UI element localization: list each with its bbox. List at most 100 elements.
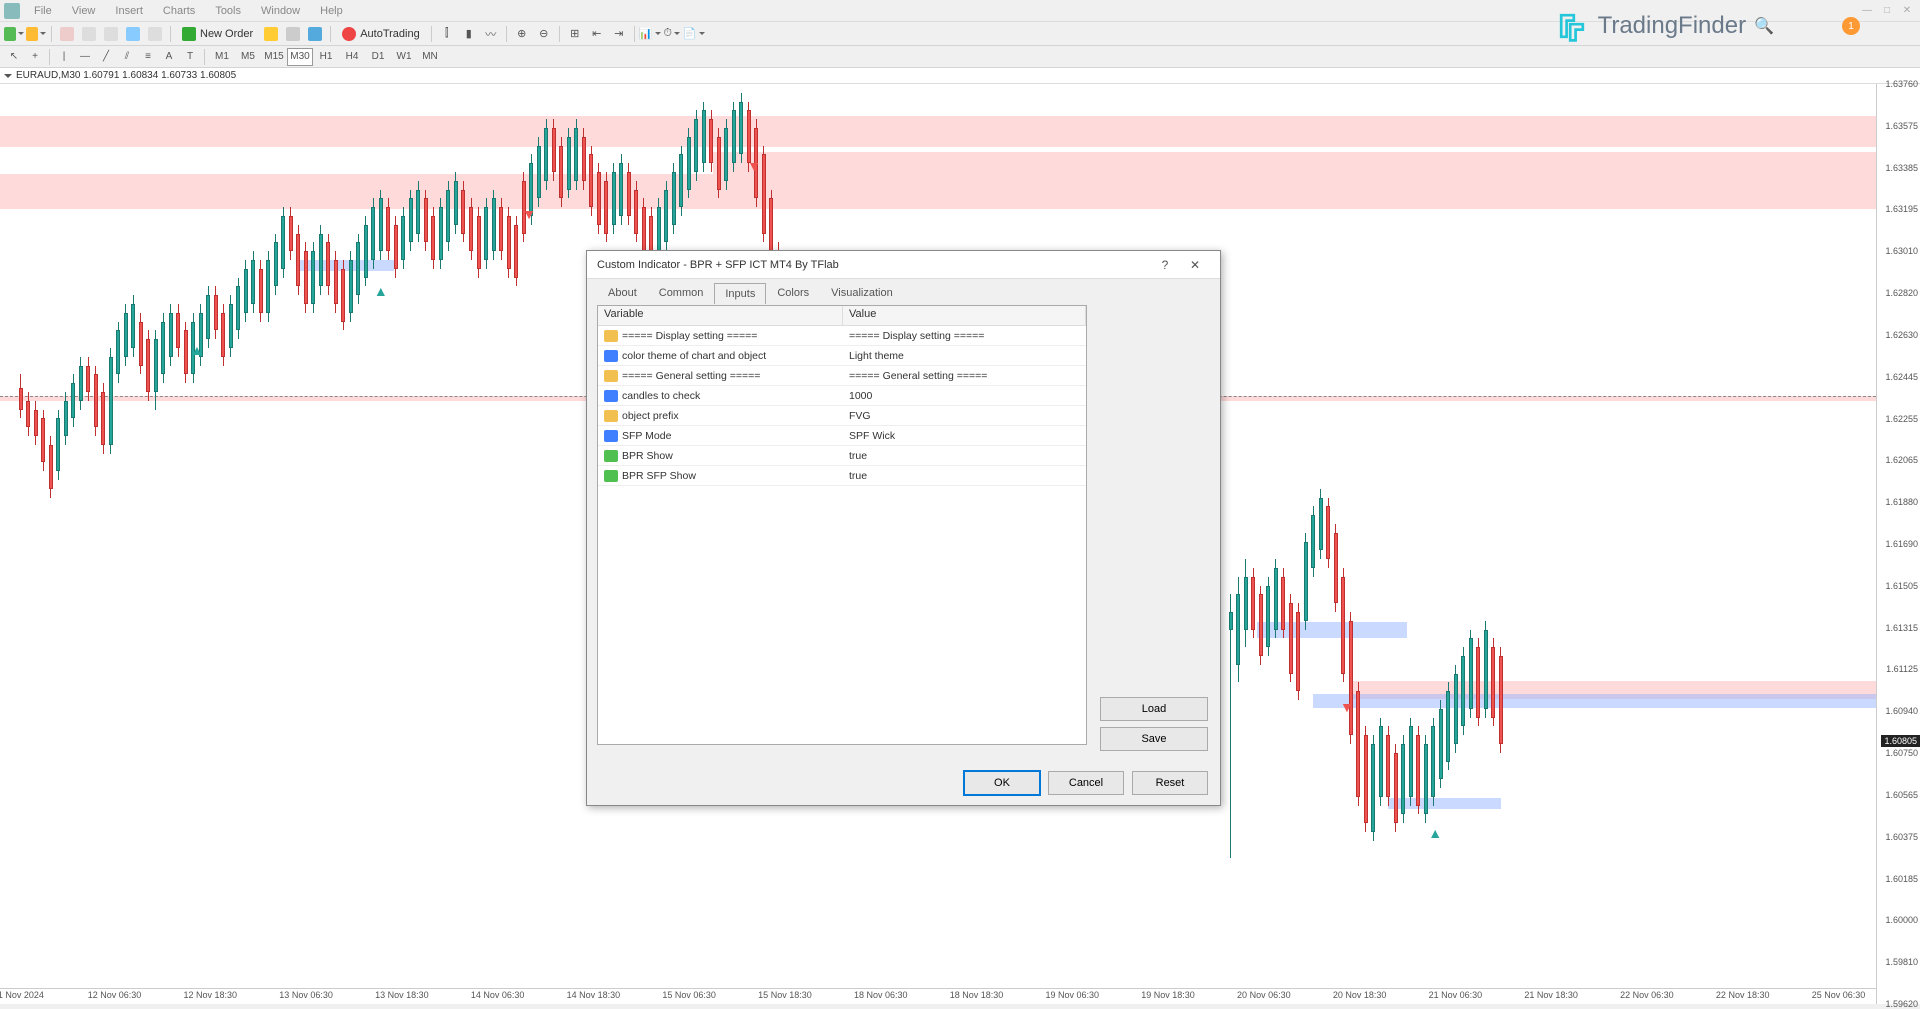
candle xyxy=(379,84,383,988)
param-row[interactable]: ===== Display setting ========== Display… xyxy=(598,326,1086,346)
param-value[interactable]: true xyxy=(843,448,1086,464)
template-button[interactable]: 📄 xyxy=(684,24,704,44)
tab-colors[interactable]: Colors xyxy=(766,282,820,303)
autoscroll-toggle[interactable]: ⇥ xyxy=(609,24,629,44)
timeframe-h4[interactable]: H4 xyxy=(339,48,365,66)
candle xyxy=(567,84,571,988)
profiles-button[interactable] xyxy=(57,24,77,44)
price-tick: 1.59620 xyxy=(1885,999,1918,1009)
brand-icon xyxy=(1554,8,1590,44)
candle xyxy=(552,84,556,988)
autotrading-button[interactable]: AutoTrading xyxy=(336,24,426,44)
menu-file[interactable]: File xyxy=(24,5,62,17)
indicator-list-button[interactable]: 📊 xyxy=(640,24,660,44)
hline-tool[interactable]: — xyxy=(75,48,95,66)
param-value[interactable]: ===== Display setting ===== xyxy=(843,328,1086,344)
menu-help[interactable]: Help xyxy=(310,5,353,17)
tile-button[interactable]: ⊞ xyxy=(565,24,585,44)
time-tick: 19 Nov 06:30 xyxy=(1046,990,1100,1000)
autoscroll-button[interactable] xyxy=(101,24,121,44)
param-value[interactable]: SPF Wick xyxy=(843,428,1086,444)
menu-view[interactable]: View xyxy=(62,5,106,17)
load-button[interactable]: Load xyxy=(1100,697,1208,721)
timeframe-w1[interactable]: W1 xyxy=(391,48,417,66)
channel-tool[interactable]: ⫽ xyxy=(117,48,137,66)
help-button[interactable]: ? xyxy=(1150,254,1180,276)
crosshair-tool[interactable]: + xyxy=(25,48,45,66)
param-value[interactable]: 1000 xyxy=(843,388,1086,404)
timeframe-h1[interactable]: H1 xyxy=(313,48,339,66)
tab-visualization[interactable]: Visualization xyxy=(820,282,904,303)
candle-chart-button[interactable]: ▮ xyxy=(459,24,479,44)
param-row[interactable]: SFP ModeSPF Wick xyxy=(598,426,1086,446)
param-row[interactable]: ===== General setting ========== General… xyxy=(598,366,1086,386)
timeframe-m1[interactable]: M1 xyxy=(209,48,235,66)
alert-badge[interactable]: 1 xyxy=(1842,17,1860,35)
metaeditor-button[interactable] xyxy=(261,24,281,44)
timeframe-m30[interactable]: M30 xyxy=(287,48,313,66)
period-button[interactable]: ⏱ xyxy=(662,24,682,44)
trendline-tool[interactable]: ╱ xyxy=(96,48,116,66)
new-order-button[interactable]: New Order xyxy=(176,24,259,44)
time-tick: 21 Nov 06:30 xyxy=(1429,990,1483,1000)
dialog-close-button[interactable]: ✕ xyxy=(1180,254,1210,276)
candle xyxy=(1326,84,1330,988)
tab-inputs[interactable]: Inputs xyxy=(714,283,766,304)
market-button[interactable] xyxy=(305,24,325,44)
templates-button[interactable] xyxy=(145,24,165,44)
timeframe-m5[interactable]: M5 xyxy=(235,48,261,66)
reset-button[interactable]: Reset xyxy=(1132,771,1208,795)
param-value[interactable]: ===== General setting ===== xyxy=(843,368,1086,384)
param-row[interactable]: object prefixFVG xyxy=(598,406,1086,426)
cancel-button[interactable]: Cancel xyxy=(1048,771,1124,795)
menu-window[interactable]: Window xyxy=(251,5,310,17)
cursor-tool[interactable]: ↖ xyxy=(4,48,24,66)
search-icon[interactable]: 🔍 xyxy=(1754,16,1774,36)
tab-about[interactable]: About xyxy=(597,282,648,303)
param-row[interactable]: color theme of chart and objectLight the… xyxy=(598,346,1086,366)
shift-end-button[interactable]: ⇤ xyxy=(587,24,607,44)
timeframe-d1[interactable]: D1 xyxy=(365,48,391,66)
zoom-in-button[interactable]: ⊕ xyxy=(512,24,532,44)
open-button[interactable] xyxy=(26,24,46,44)
minimize-button[interactable]: — xyxy=(1858,4,1876,18)
dialog-titlebar[interactable]: Custom Indicator - BPR + SFP ICT MT4 By … xyxy=(587,251,1220,279)
shift-button[interactable] xyxy=(79,24,99,44)
price-tick: 1.63010 xyxy=(1885,246,1918,256)
vline-tool[interactable]: | xyxy=(54,48,74,66)
indicators-button[interactable] xyxy=(123,24,143,44)
param-row[interactable]: BPR Show true xyxy=(598,446,1086,466)
menu-charts[interactable]: Charts xyxy=(153,5,205,17)
candle xyxy=(274,84,278,988)
new-chart-button[interactable] xyxy=(4,24,24,44)
fib-tool[interactable]: ≡ xyxy=(138,48,158,66)
chart-menu-icon[interactable] xyxy=(4,74,12,78)
menu-tools[interactable]: Tools xyxy=(205,5,251,17)
timeframe-m15[interactable]: M15 xyxy=(261,48,287,66)
candle xyxy=(559,84,563,988)
column-variable[interactable]: Variable xyxy=(598,306,843,325)
tab-common[interactable]: Common xyxy=(648,282,715,303)
menu-insert[interactable]: Insert xyxy=(105,5,153,17)
candle xyxy=(371,84,375,988)
timeframe-mn[interactable]: MN xyxy=(417,48,443,66)
price-tick: 1.61125 xyxy=(1886,664,1918,674)
close-button[interactable]: ✕ xyxy=(1898,4,1916,18)
text-tool[interactable]: A xyxy=(159,48,179,66)
param-value[interactable]: true xyxy=(843,468,1086,484)
nav-button[interactable] xyxy=(283,24,303,44)
label-tool[interactable]: T xyxy=(180,48,200,66)
param-row[interactable]: candles to check1000 xyxy=(598,386,1086,406)
param-value[interactable]: Light theme xyxy=(843,348,1086,364)
bar-chart-button[interactable]: ⫿ xyxy=(437,24,457,44)
line-chart-button[interactable]: 〰 xyxy=(481,24,501,44)
time-tick: 13 Nov 06:30 xyxy=(279,990,333,1000)
zoom-out-button[interactable]: ⊖ xyxy=(534,24,554,44)
ok-button[interactable]: OK xyxy=(964,771,1040,795)
param-row[interactable]: BPR SFP Showtrue xyxy=(598,466,1086,486)
column-value[interactable]: Value xyxy=(843,306,1086,325)
param-name: BPR Show xyxy=(622,450,673,462)
maximize-button[interactable]: □ xyxy=(1878,4,1896,18)
save-button[interactable]: Save xyxy=(1100,727,1208,751)
param-value[interactable]: FVG xyxy=(843,408,1086,424)
